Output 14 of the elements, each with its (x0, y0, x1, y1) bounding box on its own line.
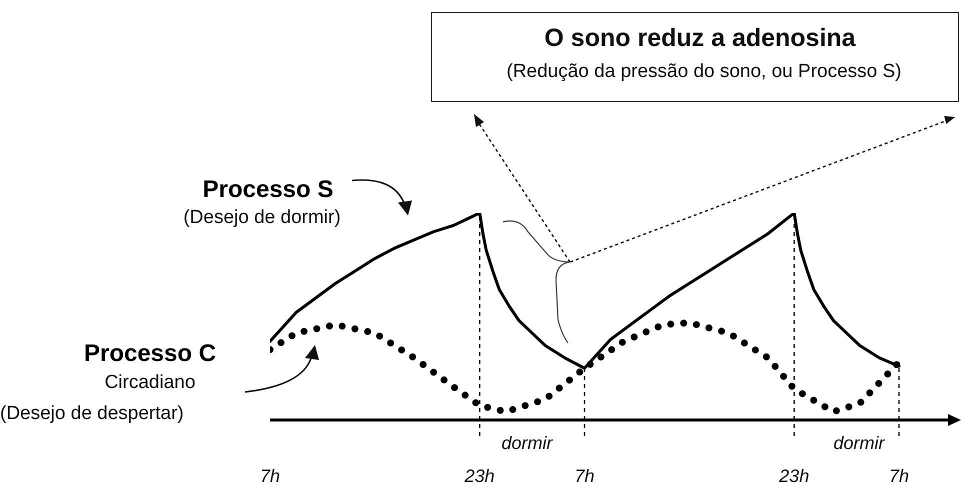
text: O sono reduz a adenosina (544, 24, 856, 53)
x-tick-label: 7h (260, 466, 280, 486)
annotation: (Desejo de dormir) (183, 207, 341, 229)
text: Processo C (84, 340, 216, 368)
text: (Redução da pressão do sono, ou Processo S) (506, 61, 902, 83)
text: (Desejo de despertar) (0, 403, 184, 425)
text: Circadiano (104, 372, 196, 394)
x-tick-label: 23h (778, 466, 810, 486)
x-tick-label: 7h (889, 466, 910, 486)
x-tick-label: 23h (464, 466, 495, 486)
text: Processo S (202, 176, 334, 204)
text: dormir (501, 433, 553, 454)
text: dormir (833, 433, 885, 454)
x-tick-label: 7h (574, 466, 595, 486)
